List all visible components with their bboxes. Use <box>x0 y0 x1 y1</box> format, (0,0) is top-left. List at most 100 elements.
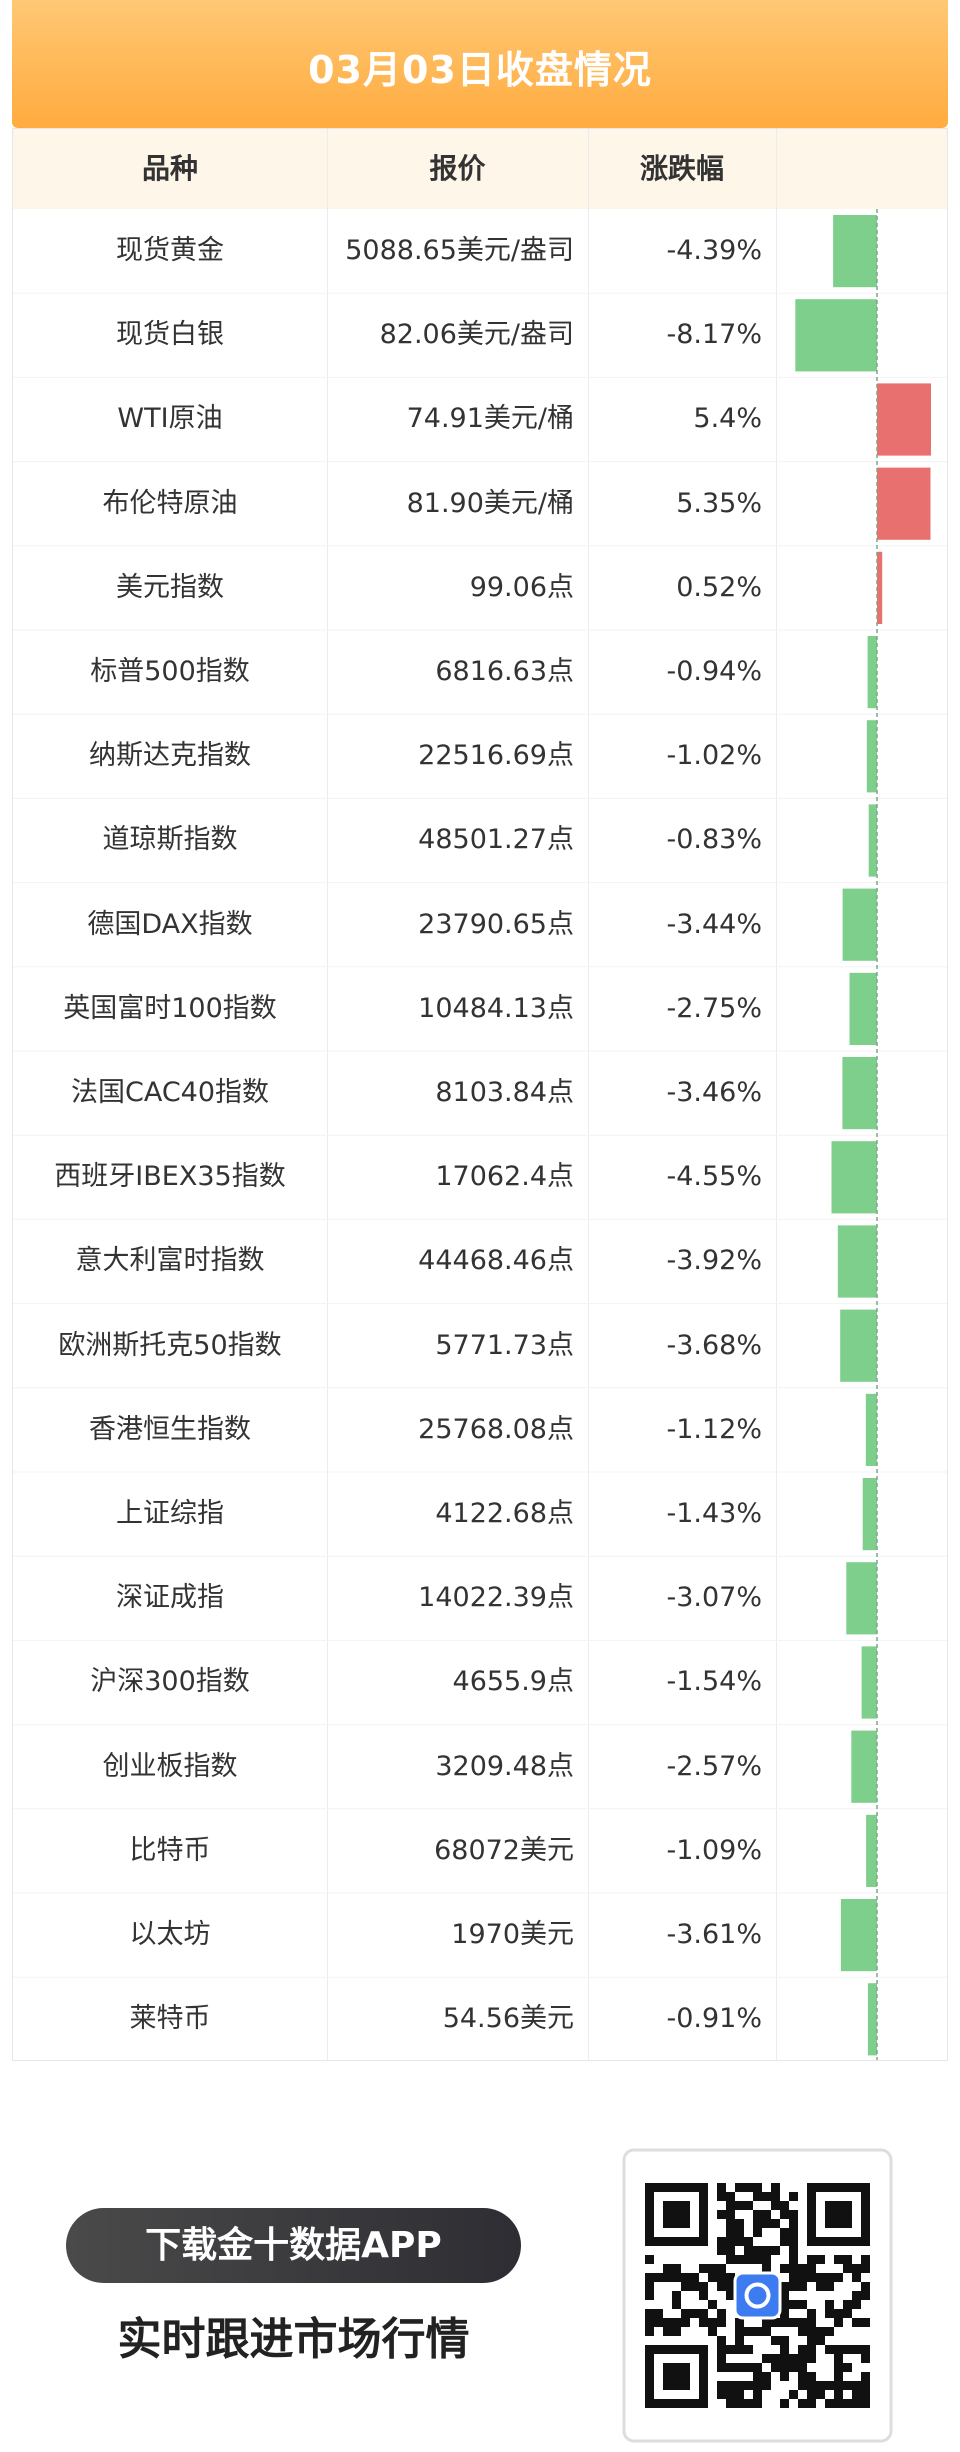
qr-module <box>798 2327 807 2336</box>
qr-module <box>672 2264 681 2273</box>
qr-module <box>789 2192 798 2201</box>
qr-module <box>780 2345 789 2354</box>
change-bar <box>831 1141 877 1214</box>
download-button[interactable]: 下载金十数据APP <box>66 2208 521 2283</box>
qr-module <box>717 2264 726 2273</box>
qr-module <box>735 2228 744 2237</box>
qr-module <box>654 2273 663 2282</box>
qr-module <box>735 2201 744 2210</box>
qr-module <box>843 2264 852 2273</box>
price: 10484.13点 <box>418 992 574 1024</box>
qr-module <box>699 2264 708 2273</box>
qr-module <box>807 2381 816 2390</box>
change: -0.94% <box>666 656 762 687</box>
qr-module <box>807 2390 816 2399</box>
qr-module <box>861 2345 870 2354</box>
price: 44468.46点 <box>418 1245 574 1277</box>
qr-module <box>834 2399 843 2408</box>
price: 74.91美元/桶 <box>406 403 574 435</box>
qr-module <box>717 2183 726 2192</box>
qr-module <box>780 2399 789 2408</box>
variety: 意大利富时指数 <box>75 1245 265 1277</box>
qr-module <box>780 2354 789 2363</box>
change: -3.46% <box>666 1077 762 1108</box>
qr-module <box>816 2381 825 2390</box>
qr-finder <box>825 2201 852 2228</box>
change-bar <box>842 888 877 961</box>
qr-module <box>843 2309 852 2318</box>
qr-module <box>825 2381 834 2390</box>
qr-module <box>789 2354 798 2363</box>
qr-module <box>645 2318 654 2327</box>
qr-module <box>735 2390 744 2399</box>
column-divider <box>327 129 328 2060</box>
qr-module <box>798 2372 807 2381</box>
qr-module <box>861 2255 870 2264</box>
qr-module <box>735 2318 744 2327</box>
qr-module <box>807 2327 816 2336</box>
qr-module <box>852 2399 861 2408</box>
change: -1.43% <box>666 1498 762 1529</box>
qr-module <box>690 2273 699 2282</box>
change: -1.54% <box>666 1666 762 1698</box>
qr-module <box>717 2363 726 2372</box>
qr-module <box>825 2399 834 2408</box>
qr-module <box>861 2264 870 2273</box>
qr-module <box>807 2345 816 2354</box>
qr-module <box>744 2399 753 2408</box>
change-bar <box>840 1309 877 1382</box>
qr-module <box>816 2327 825 2336</box>
qr-module <box>690 2309 699 2318</box>
qr-module <box>780 2363 789 2372</box>
qr-pattern <box>645 2183 870 2408</box>
qr-module <box>780 2336 789 2345</box>
qr-module <box>726 2237 735 2246</box>
qr-module <box>753 2363 762 2372</box>
qr-module <box>726 2399 735 2408</box>
qr-module <box>699 2291 708 2300</box>
change: -1.12% <box>666 1413 762 1445</box>
qr-module <box>789 2318 798 2327</box>
qr-module <box>771 2318 780 2327</box>
qr-module <box>672 2318 681 2327</box>
qr-module <box>789 2237 798 2246</box>
qr-module <box>762 2372 771 2381</box>
qr-module <box>771 2354 780 2363</box>
qr-module <box>744 2381 753 2390</box>
qr-module <box>780 2282 789 2291</box>
qr-module <box>843 2300 852 2309</box>
variety: 上证综指 <box>116 1498 224 1529</box>
qr-module <box>771 2201 780 2210</box>
qr-module <box>834 2363 843 2372</box>
qr-module <box>843 2399 852 2408</box>
change-bar <box>840 1899 877 1972</box>
qr-module <box>753 2183 762 2192</box>
variety: 香港恒生指数 <box>89 1413 251 1445</box>
qr-module <box>861 2372 870 2381</box>
price: 3209.48点 <box>435 1750 574 1782</box>
qr-module <box>807 2354 816 2363</box>
qr-module <box>699 2282 708 2291</box>
qr-module <box>753 2210 762 2219</box>
qr-module <box>726 2345 735 2354</box>
qr-module <box>861 2318 870 2327</box>
variety: 标普500指数 <box>90 656 250 687</box>
qr-module <box>762 2327 771 2336</box>
variety: 深证成指 <box>116 1582 224 1614</box>
slogan: 实时跟进市场行情 <box>117 2314 470 2365</box>
change: 5.4% <box>693 403 762 435</box>
qr-module <box>816 2273 825 2282</box>
qr-module <box>753 2246 762 2255</box>
qr-module <box>726 2381 735 2390</box>
qr-module <box>753 2219 762 2228</box>
qr-module <box>807 2264 816 2273</box>
qr-module <box>735 2327 744 2336</box>
qr-module <box>726 2363 735 2372</box>
qr-module <box>798 2273 807 2282</box>
qr-module <box>762 2210 771 2219</box>
qr-module <box>753 2255 762 2264</box>
change-bar <box>865 1393 877 1466</box>
qr-module <box>717 2336 726 2345</box>
qr-module <box>735 2345 744 2354</box>
